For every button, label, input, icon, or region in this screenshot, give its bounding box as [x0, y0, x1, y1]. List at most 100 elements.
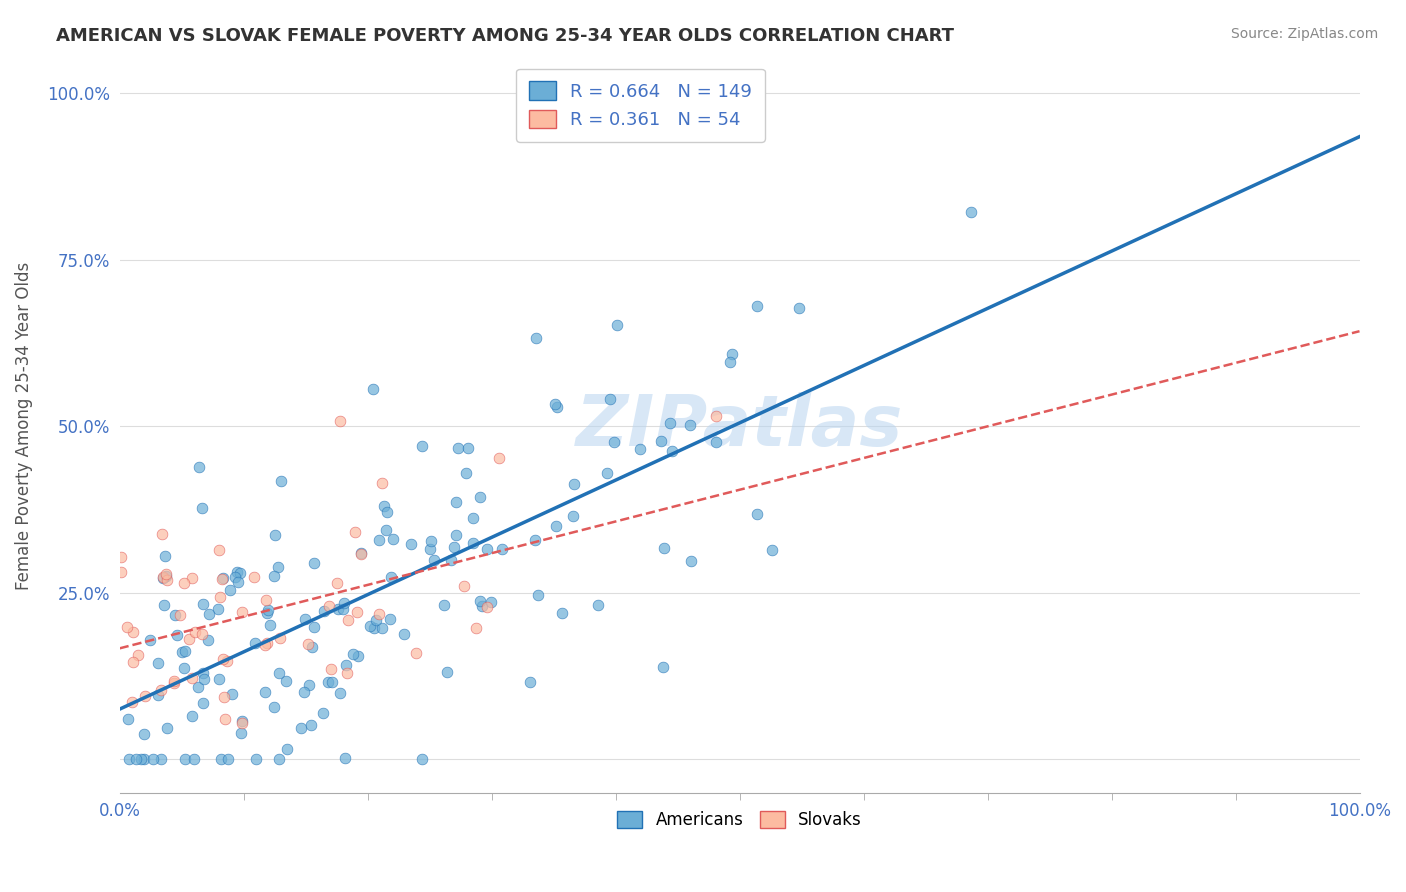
Point — [562, 508, 585, 523]
Point — [211, 572, 233, 586]
Point — [453, 579, 475, 593]
Point — [392, 627, 415, 641]
Point — [562, 477, 585, 491]
Point — [150, 752, 173, 766]
Point — [787, 301, 810, 315]
Point — [197, 632, 219, 647]
Point — [457, 441, 479, 455]
Point — [650, 434, 672, 448]
Point — [380, 612, 402, 626]
Point — [718, 354, 741, 368]
Point — [208, 543, 231, 558]
Point — [312, 706, 335, 721]
Point — [257, 603, 280, 617]
Point — [152, 571, 174, 585]
Point — [142, 752, 165, 766]
Point — [350, 547, 373, 561]
Point — [344, 524, 367, 539]
Point — [211, 652, 233, 666]
Point — [491, 542, 513, 557]
Point — [117, 620, 139, 634]
Point — [297, 637, 319, 651]
Point — [208, 591, 231, 605]
Point — [411, 752, 433, 766]
Point — [129, 752, 152, 766]
Point — [166, 628, 188, 642]
Point — [363, 382, 385, 396]
Point — [187, 680, 209, 694]
Point — [191, 501, 214, 516]
Point — [256, 606, 278, 620]
Point — [217, 655, 239, 669]
Point — [208, 672, 231, 686]
Point — [254, 592, 277, 607]
Point — [197, 607, 219, 622]
Point — [243, 636, 266, 650]
Point — [191, 666, 214, 681]
Point — [468, 490, 491, 504]
Point — [243, 570, 266, 584]
Point — [121, 695, 143, 709]
Point — [606, 318, 628, 332]
Point — [678, 417, 700, 432]
Point — [117, 713, 139, 727]
Point — [370, 476, 392, 491]
Point — [440, 553, 463, 567]
Point — [207, 602, 229, 616]
Point — [193, 597, 215, 611]
Point — [209, 752, 232, 766]
Point — [184, 624, 207, 639]
Point — [263, 569, 285, 583]
Point — [350, 546, 373, 560]
Point — [269, 752, 291, 766]
Point — [156, 721, 179, 735]
Point — [346, 606, 368, 620]
Point — [180, 572, 202, 586]
Point — [443, 540, 465, 554]
Point — [704, 435, 727, 450]
Point — [329, 686, 352, 700]
Point — [177, 632, 200, 646]
Point — [652, 541, 675, 555]
Point — [602, 434, 624, 449]
Point — [267, 560, 290, 574]
Point — [371, 621, 394, 635]
Point — [270, 474, 292, 488]
Point — [658, 417, 681, 431]
Point — [375, 523, 398, 537]
Point — [335, 657, 357, 672]
Point — [217, 752, 239, 766]
Point — [139, 632, 162, 647]
Point — [471, 599, 494, 614]
Point — [256, 635, 278, 649]
Point — [628, 442, 651, 456]
Point — [127, 648, 149, 662]
Point — [125, 752, 148, 766]
Point — [302, 556, 325, 570]
Point — [245, 752, 267, 766]
Point — [456, 466, 478, 480]
Point — [364, 613, 387, 627]
Point — [231, 605, 253, 619]
Point — [146, 688, 169, 702]
Point — [419, 541, 441, 556]
Point — [226, 574, 249, 589]
Point — [188, 460, 211, 475]
Point — [342, 647, 364, 661]
Point — [211, 571, 233, 585]
Point — [193, 672, 215, 686]
Point — [173, 661, 195, 675]
Point — [193, 697, 215, 711]
Point — [290, 721, 312, 735]
Point — [661, 444, 683, 458]
Point — [253, 639, 276, 653]
Point — [229, 566, 252, 581]
Point — [465, 621, 488, 635]
Point — [721, 347, 744, 361]
Point — [221, 687, 243, 701]
Point — [214, 712, 236, 726]
Point — [212, 690, 235, 704]
Point — [156, 574, 179, 588]
Point — [599, 392, 621, 407]
Point — [336, 665, 359, 680]
